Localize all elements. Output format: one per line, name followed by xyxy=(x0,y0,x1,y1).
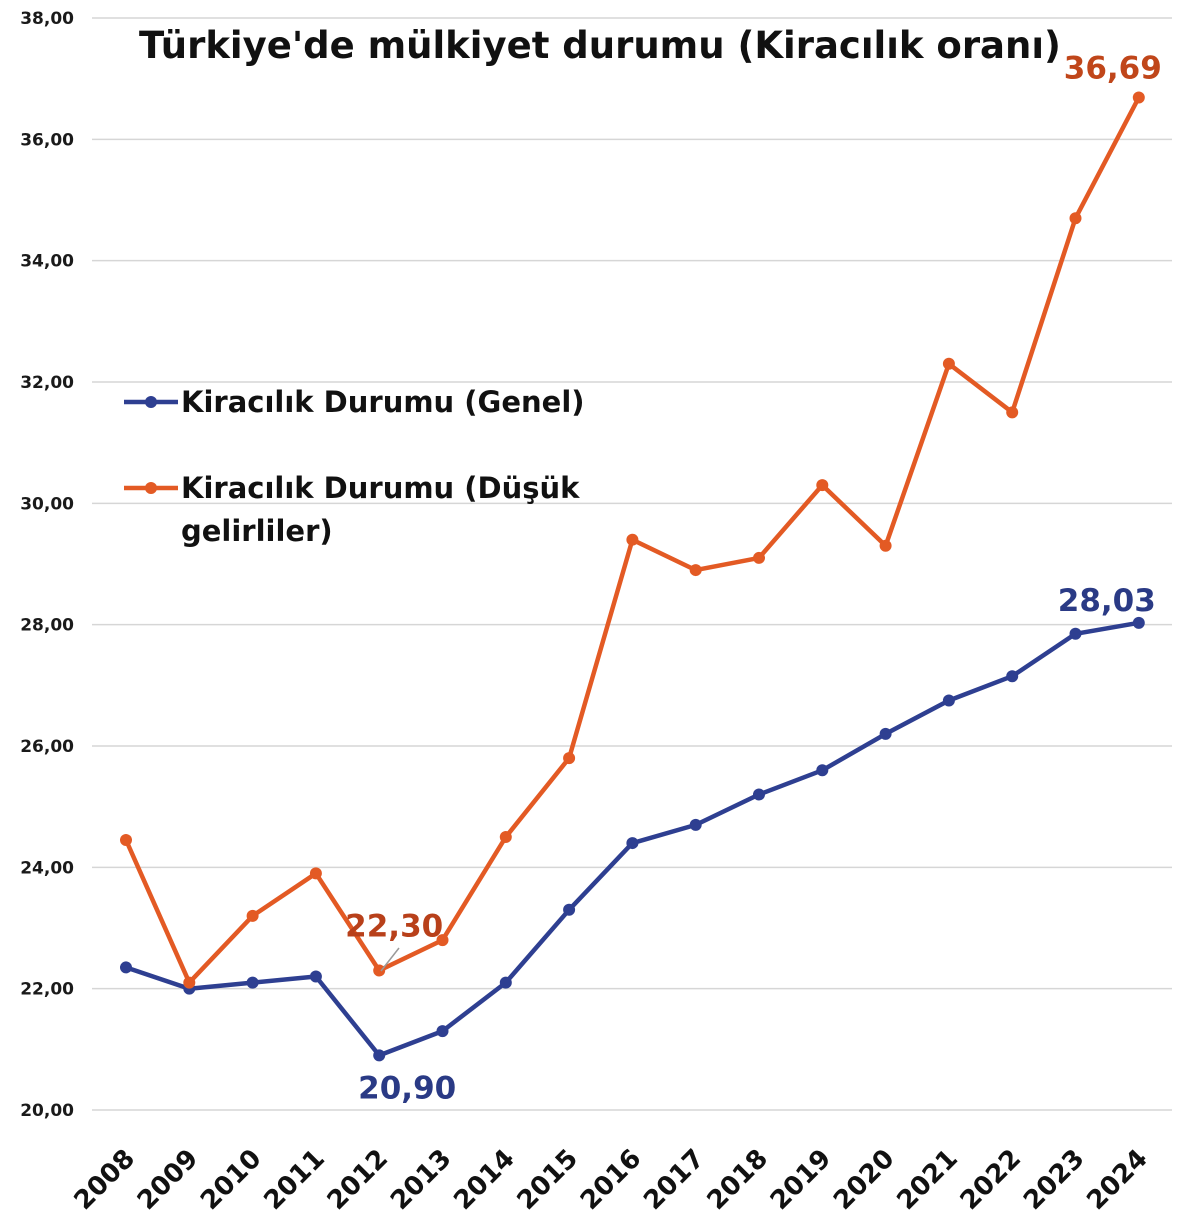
legend-item-low-income: Kiracılık Durumu (Düşük gelirliler) xyxy=(124,471,580,548)
data-point xyxy=(120,834,132,847)
x-axis-ticks: 2008200920102011201220132014201520162017… xyxy=(69,1144,1154,1216)
series-0 xyxy=(120,616,1145,1062)
data-point xyxy=(436,1025,449,1038)
data-point xyxy=(689,564,702,577)
data-point xyxy=(183,976,196,989)
data-point xyxy=(309,867,322,880)
legend: Kiracılık Durumu (Genel) Kiracılık Durum… xyxy=(124,385,585,548)
data-point xyxy=(1069,627,1082,640)
x-tick-label: 2020 xyxy=(828,1144,900,1216)
x-tick-label: 2014 xyxy=(448,1144,520,1216)
x-tick-label: 2022 xyxy=(955,1144,1027,1216)
y-tick-label: 22,00 xyxy=(20,980,74,1000)
data-label: 20,90 xyxy=(358,1070,456,1106)
y-tick-label: 26,00 xyxy=(20,737,74,757)
data-point xyxy=(246,976,259,989)
data-point xyxy=(626,533,639,546)
gridlines xyxy=(92,17,1172,1111)
data-point xyxy=(563,752,576,765)
data-point xyxy=(373,964,386,977)
annotation-leader xyxy=(380,947,400,972)
x-tick-label: 2009 xyxy=(132,1144,204,1216)
data-point xyxy=(753,788,765,801)
data-labels: 36,69 22,30 28,03 20,90 xyxy=(345,50,1162,1106)
legend-label-general: Kiracılık Durumu (Genel) xyxy=(181,385,585,419)
y-tick-label: 20,00 xyxy=(20,1101,74,1121)
x-tick-label: 2021 xyxy=(891,1144,963,1216)
legend-marker-low-income xyxy=(145,482,157,494)
chart-title: Türkiye'de mülkiyet durumu (Kiracılık or… xyxy=(139,24,1061,67)
data-point xyxy=(816,479,829,492)
data-label: 28,03 xyxy=(1058,583,1156,619)
data-label: 22,30 xyxy=(345,908,443,944)
legend-label-low-income: Kiracılık Durumu (Düşük gelirliler) xyxy=(181,471,580,548)
legend-item-general: Kiracılık Durumu (Genel) xyxy=(124,385,585,419)
legend-marker-general xyxy=(145,396,157,408)
data-point xyxy=(879,539,892,552)
y-tick-label: 34,00 xyxy=(20,252,74,272)
y-axis-ticks: 20,00 22,00 24,00 26,00 28,00 30,00 32,00 34,00… xyxy=(20,9,74,1121)
x-tick-label: 2016 xyxy=(575,1144,647,1216)
y-tick-label: 30,00 xyxy=(20,494,74,514)
x-tick-label: 2012 xyxy=(322,1144,394,1216)
x-tick-label: 2023 xyxy=(1018,1144,1090,1216)
y-tick-label: 38,00 xyxy=(20,9,74,29)
data-point xyxy=(499,976,512,989)
data-point xyxy=(309,970,322,983)
data-point xyxy=(942,694,955,707)
data-point xyxy=(120,961,132,974)
x-tick-label: 2015 xyxy=(512,1144,584,1216)
y-tick-label: 28,00 xyxy=(20,616,74,636)
x-tick-label: 2013 xyxy=(385,1144,457,1216)
data-point xyxy=(879,727,892,740)
data-point xyxy=(753,551,765,564)
y-tick-label: 36,00 xyxy=(20,130,74,150)
data-point xyxy=(1132,616,1145,629)
data-point xyxy=(373,1049,386,1062)
x-tick-label: 2017 xyxy=(638,1144,710,1216)
x-tick-label: 2010 xyxy=(195,1144,267,1216)
data-point xyxy=(1132,91,1145,104)
data-point xyxy=(499,831,512,843)
data-point xyxy=(689,818,702,831)
data-point xyxy=(563,903,576,916)
x-tick-label: 2024 xyxy=(1081,1144,1153,1216)
data-point xyxy=(1069,212,1082,225)
y-tick-label: 32,00 xyxy=(20,373,74,393)
x-tick-label: 2008 xyxy=(69,1144,141,1216)
data-point xyxy=(942,357,955,370)
data-point xyxy=(1006,406,1019,419)
series-lines xyxy=(120,91,1145,1062)
x-tick-label: 2019 xyxy=(765,1144,837,1216)
data-point xyxy=(1006,670,1019,683)
x-tick-label: 2011 xyxy=(258,1144,330,1216)
data-point xyxy=(816,764,829,777)
y-tick-label: 24,00 xyxy=(20,858,74,878)
series-1 xyxy=(120,91,1145,989)
data-point xyxy=(626,837,639,850)
x-tick-label: 2018 xyxy=(702,1144,774,1216)
data-point xyxy=(246,909,259,922)
data-label: 36,69 xyxy=(1064,50,1162,86)
data-point xyxy=(436,934,449,947)
